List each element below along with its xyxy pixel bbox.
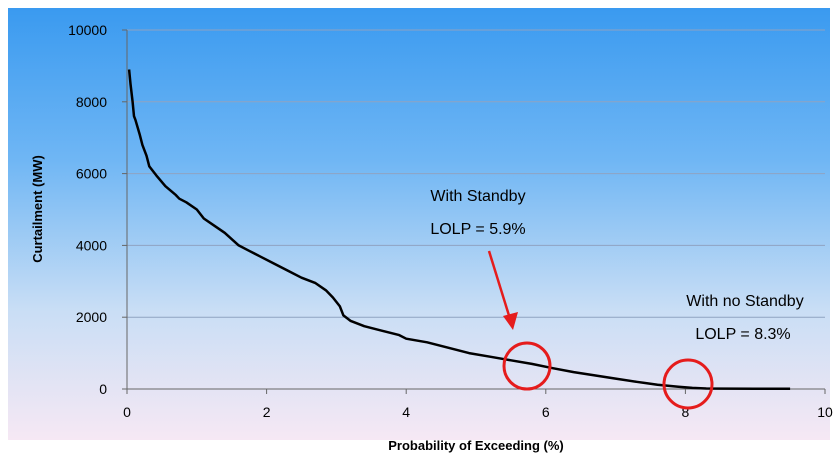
x-tick-label: 10 bbox=[817, 404, 833, 420]
x-axis-label: Probability of Exceeding (%) bbox=[388, 438, 564, 453]
y-axis-label: Curtailment (MW) bbox=[30, 155, 45, 263]
x-tick-label: 0 bbox=[123, 404, 131, 420]
y-tick-label: 4000 bbox=[76, 237, 107, 253]
x-tick-label: 8 bbox=[682, 404, 690, 420]
annotation-standby-title: With Standby bbox=[430, 188, 525, 205]
annotation-arrow-line bbox=[487, 250, 513, 323]
marker-circle-nostandby bbox=[662, 358, 714, 410]
x-tick-label: 4 bbox=[402, 404, 410, 420]
y-tick-label: 2000 bbox=[76, 309, 107, 325]
annotation-nostandby-title: With no Standby bbox=[686, 293, 803, 310]
x-tick-label: 6 bbox=[542, 404, 550, 420]
marker-circle-standby bbox=[502, 341, 552, 391]
annotation-nostandby-lolp: LOLP = 8.3% bbox=[695, 326, 790, 343]
y-tick-label: 0 bbox=[99, 381, 107, 397]
y-tick-label: 8000 bbox=[76, 94, 107, 110]
y-tick-label: 6000 bbox=[76, 166, 107, 182]
series-line bbox=[127, 69, 791, 391]
series bbox=[127, 69, 791, 391]
axes: 0 2000 4000 6000 8000 10000 0 2 4 6 8 10 bbox=[68, 22, 833, 420]
annotation-arrowhead bbox=[503, 312, 518, 330]
y-tick-label: 10000 bbox=[68, 22, 107, 38]
annotation-standby-lolp: LOLP = 5.9% bbox=[430, 221, 525, 238]
annotations: With Standby LOLP = 5.9% With no Standby LO… bbox=[430, 188, 804, 410]
chart-background bbox=[8, 8, 830, 440]
x-tick-label: 2 bbox=[263, 404, 271, 420]
